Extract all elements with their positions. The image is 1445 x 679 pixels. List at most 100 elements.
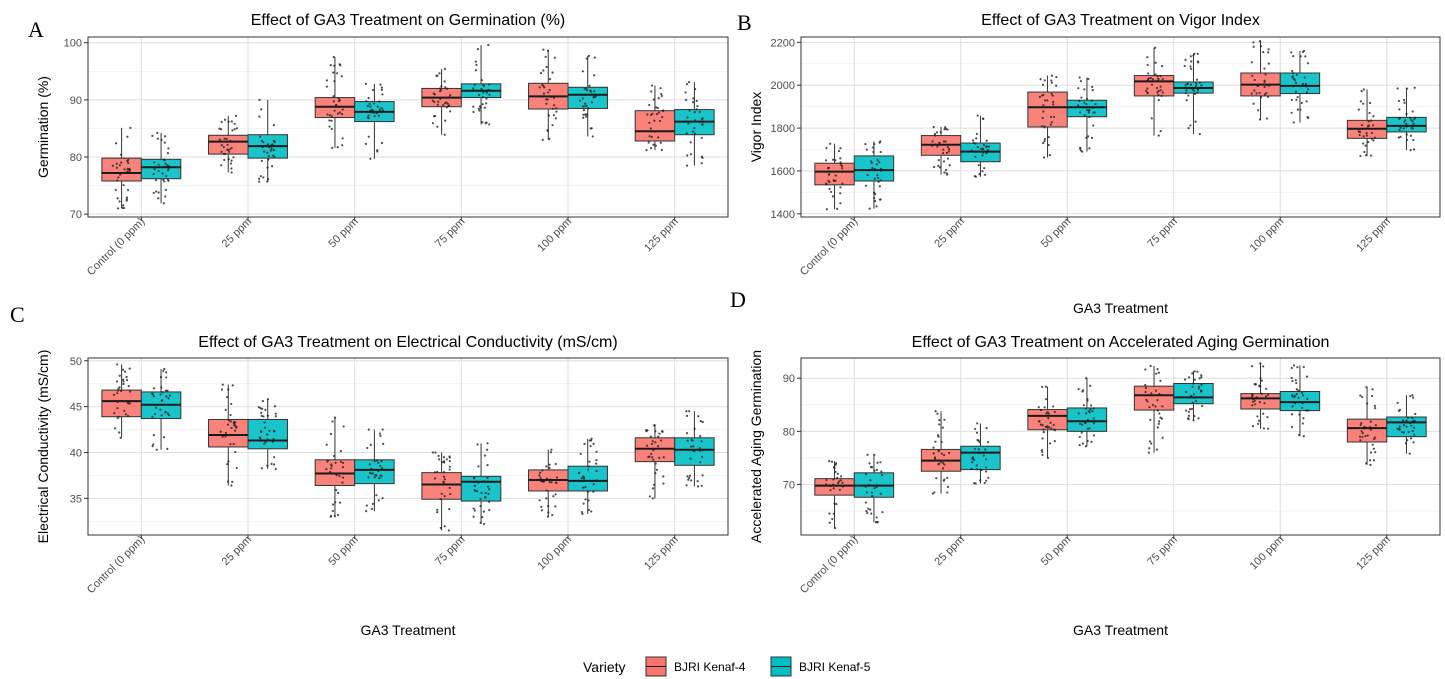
jitter-point [933, 143, 937, 146]
box-kenaf5 [1279, 49, 1321, 124]
jitter-point [650, 90, 653, 93]
x-tick-label: 50 ppm [326, 216, 360, 250]
jitter-point [652, 458, 655, 461]
jitter-point [588, 460, 591, 463]
y-tick-label: 1600 [771, 166, 795, 178]
jitter-point [266, 433, 269, 436]
jitter-point [129, 126, 132, 129]
jitter-point [595, 479, 598, 482]
jitter-point [695, 108, 698, 111]
jitter-point [1189, 83, 1192, 86]
jitter-point [128, 367, 131, 370]
jitter-point [371, 109, 374, 113]
box-kenaf5 [853, 453, 895, 524]
jitter-point [478, 105, 482, 108]
jitter-point [1049, 421, 1052, 424]
jitter-point [825, 208, 828, 211]
jitter-point [587, 499, 590, 502]
jitter-point [971, 139, 975, 142]
jitter-point [946, 491, 949, 494]
box-body [814, 478, 855, 496]
jitter-point [1055, 76, 1058, 79]
jitter-point [1257, 83, 1260, 86]
jitter-point [1091, 89, 1094, 92]
jitter-point [935, 477, 938, 480]
jitter-point [1370, 131, 1373, 135]
jitter-point [548, 481, 551, 484]
jitter-point [1147, 72, 1150, 75]
plot-border [87, 357, 729, 536]
jitter-point [839, 147, 842, 150]
jitter-point [1373, 136, 1377, 139]
jitter-point [115, 166, 118, 169]
jitter-point [1403, 120, 1406, 123]
jitter-point [538, 474, 541, 477]
jitter-point [649, 435, 653, 438]
jitter-point [652, 98, 655, 101]
jitter-point [378, 100, 381, 103]
jitter-point [661, 115, 664, 119]
jitter-point [1092, 434, 1096, 437]
jitter-point [592, 442, 595, 446]
jitter-point [977, 448, 980, 451]
jitter-point [1200, 86, 1203, 90]
jitter-point [1047, 412, 1050, 415]
jitter-point [837, 149, 841, 153]
x-axis-title: GA3 Treatment [1073, 300, 1168, 316]
jitter-point [827, 179, 830, 182]
jitter-point [876, 461, 879, 464]
jitter-point [1361, 395, 1364, 399]
box-kenaf5 [140, 367, 182, 451]
jitter-point [372, 102, 376, 105]
jitter-point [117, 207, 120, 210]
jitter-point [273, 430, 276, 433]
jitter-point [341, 144, 344, 147]
jitter-point [1365, 131, 1368, 135]
jitter-point [878, 198, 882, 201]
box-kenaf5 [1279, 364, 1321, 438]
jitter-point [230, 171, 233, 174]
jitter-point [229, 420, 232, 423]
jitter-point [1045, 398, 1048, 401]
jitter-point [1048, 426, 1051, 429]
jitter-point [1369, 420, 1372, 423]
jitter-point [1041, 141, 1045, 145]
jitter-point [164, 188, 167, 191]
jitter-point [1043, 406, 1046, 409]
jitter-point [978, 440, 981, 444]
jitter-point [1159, 88, 1162, 92]
jitter-point [1292, 55, 1295, 58]
jitter-point [985, 479, 988, 482]
jitter-point [477, 465, 480, 468]
jitter-point [839, 163, 843, 166]
jitter-point [976, 145, 979, 149]
jitter-point [1199, 389, 1203, 392]
x-tick-label: 100 ppm [535, 534, 574, 573]
jitter-point [554, 505, 557, 508]
box-kenaf5 [247, 398, 288, 471]
jitter-point [127, 168, 130, 171]
jitter-point [1198, 81, 1201, 84]
jitter-point [1253, 399, 1256, 402]
jitter-point [121, 368, 125, 371]
jitter-point [1077, 87, 1080, 90]
jitter-point [938, 166, 941, 169]
jitter-point [339, 450, 343, 453]
x-tick-label: Control (0 ppm) [85, 534, 148, 597]
jitter-point [588, 465, 591, 468]
jitter-point [152, 443, 155, 446]
jitter-point [154, 178, 158, 182]
jitter-point [127, 402, 130, 405]
jitter-point [445, 101, 448, 104]
jitter-point [159, 408, 162, 411]
jitter-point [1304, 55, 1307, 58]
jitter-point [982, 151, 985, 154]
jitter-point [878, 141, 881, 144]
jitter-point [827, 173, 831, 176]
jitter-point [381, 93, 384, 96]
jitter-point [1185, 409, 1188, 412]
jitter-point [982, 117, 985, 120]
jitter-point [126, 414, 130, 418]
jitter-point [1296, 366, 1299, 369]
jitter-point [270, 147, 273, 150]
